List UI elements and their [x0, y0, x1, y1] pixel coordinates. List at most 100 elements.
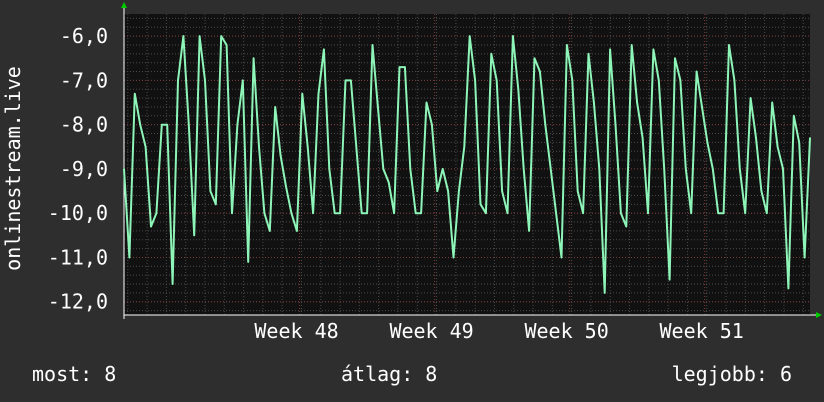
data-point [188, 123, 190, 126]
data-point [614, 123, 617, 126]
data-point [598, 168, 601, 170]
stat-average: átlag: 8 [341, 362, 438, 386]
data-point [193, 234, 195, 237]
data-point [630, 44, 633, 46]
data-point [198, 35, 201, 37]
x-tick-label: Week 50 [524, 319, 608, 343]
data-point [182, 35, 185, 37]
data-point [296, 230, 298, 232]
data-point [285, 185, 287, 188]
data-point [425, 101, 428, 104]
data-point [517, 88, 520, 91]
stat-now: most: 8 [32, 362, 117, 386]
data-point [695, 70, 698, 73]
data-point [771, 101, 773, 104]
data-point [809, 137, 811, 139]
x-axis-arrow-icon [816, 312, 822, 318]
data-point [269, 230, 271, 232]
data-point [739, 168, 741, 170]
data-point [333, 212, 336, 214]
data-point [366, 212, 368, 214]
data-point [539, 70, 541, 73]
data-point [166, 123, 168, 126]
data-point [398, 66, 401, 68]
data-point [215, 203, 217, 206]
data-point [242, 79, 244, 82]
data-point [301, 92, 304, 95]
data-point [566, 44, 568, 46]
data-point [161, 123, 163, 126]
data-point [663, 168, 665, 170]
data-point [339, 212, 341, 214]
data-point [490, 53, 493, 55]
data-point [495, 79, 498, 82]
data-point [139, 123, 141, 126]
axes [121, 2, 822, 319]
y-tick-label: -12,0 [48, 290, 108, 314]
data-point [706, 141, 709, 144]
data-point [474, 79, 476, 82]
data-point [393, 212, 395, 214]
x-tick-label: Week 51 [660, 319, 744, 343]
data-point [279, 154, 282, 157]
data-point [625, 225, 628, 228]
data-point [576, 190, 579, 192]
data-point [252, 57, 255, 60]
data-point [798, 141, 800, 144]
data-point [360, 212, 363, 214]
y-tick-label: -11,0 [48, 245, 108, 269]
data-point [647, 212, 649, 214]
data-point [793, 115, 795, 117]
data-point [587, 53, 590, 55]
data-point [171, 283, 174, 285]
y-tick-label: -8,0 [60, 113, 108, 137]
y-axis-label: onlinestream.live [1, 66, 25, 271]
data-point [328, 168, 331, 170]
data-point [776, 146, 779, 148]
y-tick-label: -10,0 [48, 201, 108, 225]
data-point [441, 168, 444, 170]
y-axis-arrow-icon [121, 2, 127, 8]
data-point [306, 146, 309, 148]
data-point [468, 35, 471, 37]
data-point [371, 44, 374, 46]
data-point [766, 212, 768, 214]
data-point [571, 79, 574, 82]
data-point [377, 106, 379, 108]
data-point [414, 212, 417, 214]
data-point [717, 212, 719, 214]
data-point [134, 92, 136, 95]
tick-labels: -6,0 -7,0 -8,0 -9,0 -10,0 -11,0 -12,0 Week 48 We… [48, 24, 744, 343]
data-point [404, 66, 406, 68]
data-point [263, 212, 266, 214]
data-point [355, 146, 358, 148]
y-tick-label: -7,0 [60, 68, 108, 92]
data-point [409, 168, 412, 170]
data-point [544, 123, 547, 126]
data-point [290, 212, 293, 214]
data-point [177, 79, 179, 82]
data-point [247, 261, 249, 263]
y-tick-label: -6,0 [60, 24, 108, 48]
data-point [722, 212, 725, 214]
series-line [123, 35, 811, 294]
data-point [609, 48, 611, 51]
data-point [323, 48, 325, 51]
data-point [685, 168, 687, 170]
data-point [674, 57, 676, 60]
data-point [803, 256, 806, 259]
data-point [636, 101, 638, 104]
data-point [420, 212, 422, 214]
data-point [593, 101, 595, 104]
data-point [755, 137, 757, 139]
x-tick-label: Week 48 [254, 319, 338, 343]
data-point [528, 230, 530, 232]
data-point [447, 190, 449, 192]
data-point [155, 212, 158, 214]
data-point [204, 79, 206, 82]
data-point [150, 225, 152, 228]
data-point [452, 256, 455, 259]
data-point [463, 146, 466, 148]
data-point [479, 203, 482, 206]
